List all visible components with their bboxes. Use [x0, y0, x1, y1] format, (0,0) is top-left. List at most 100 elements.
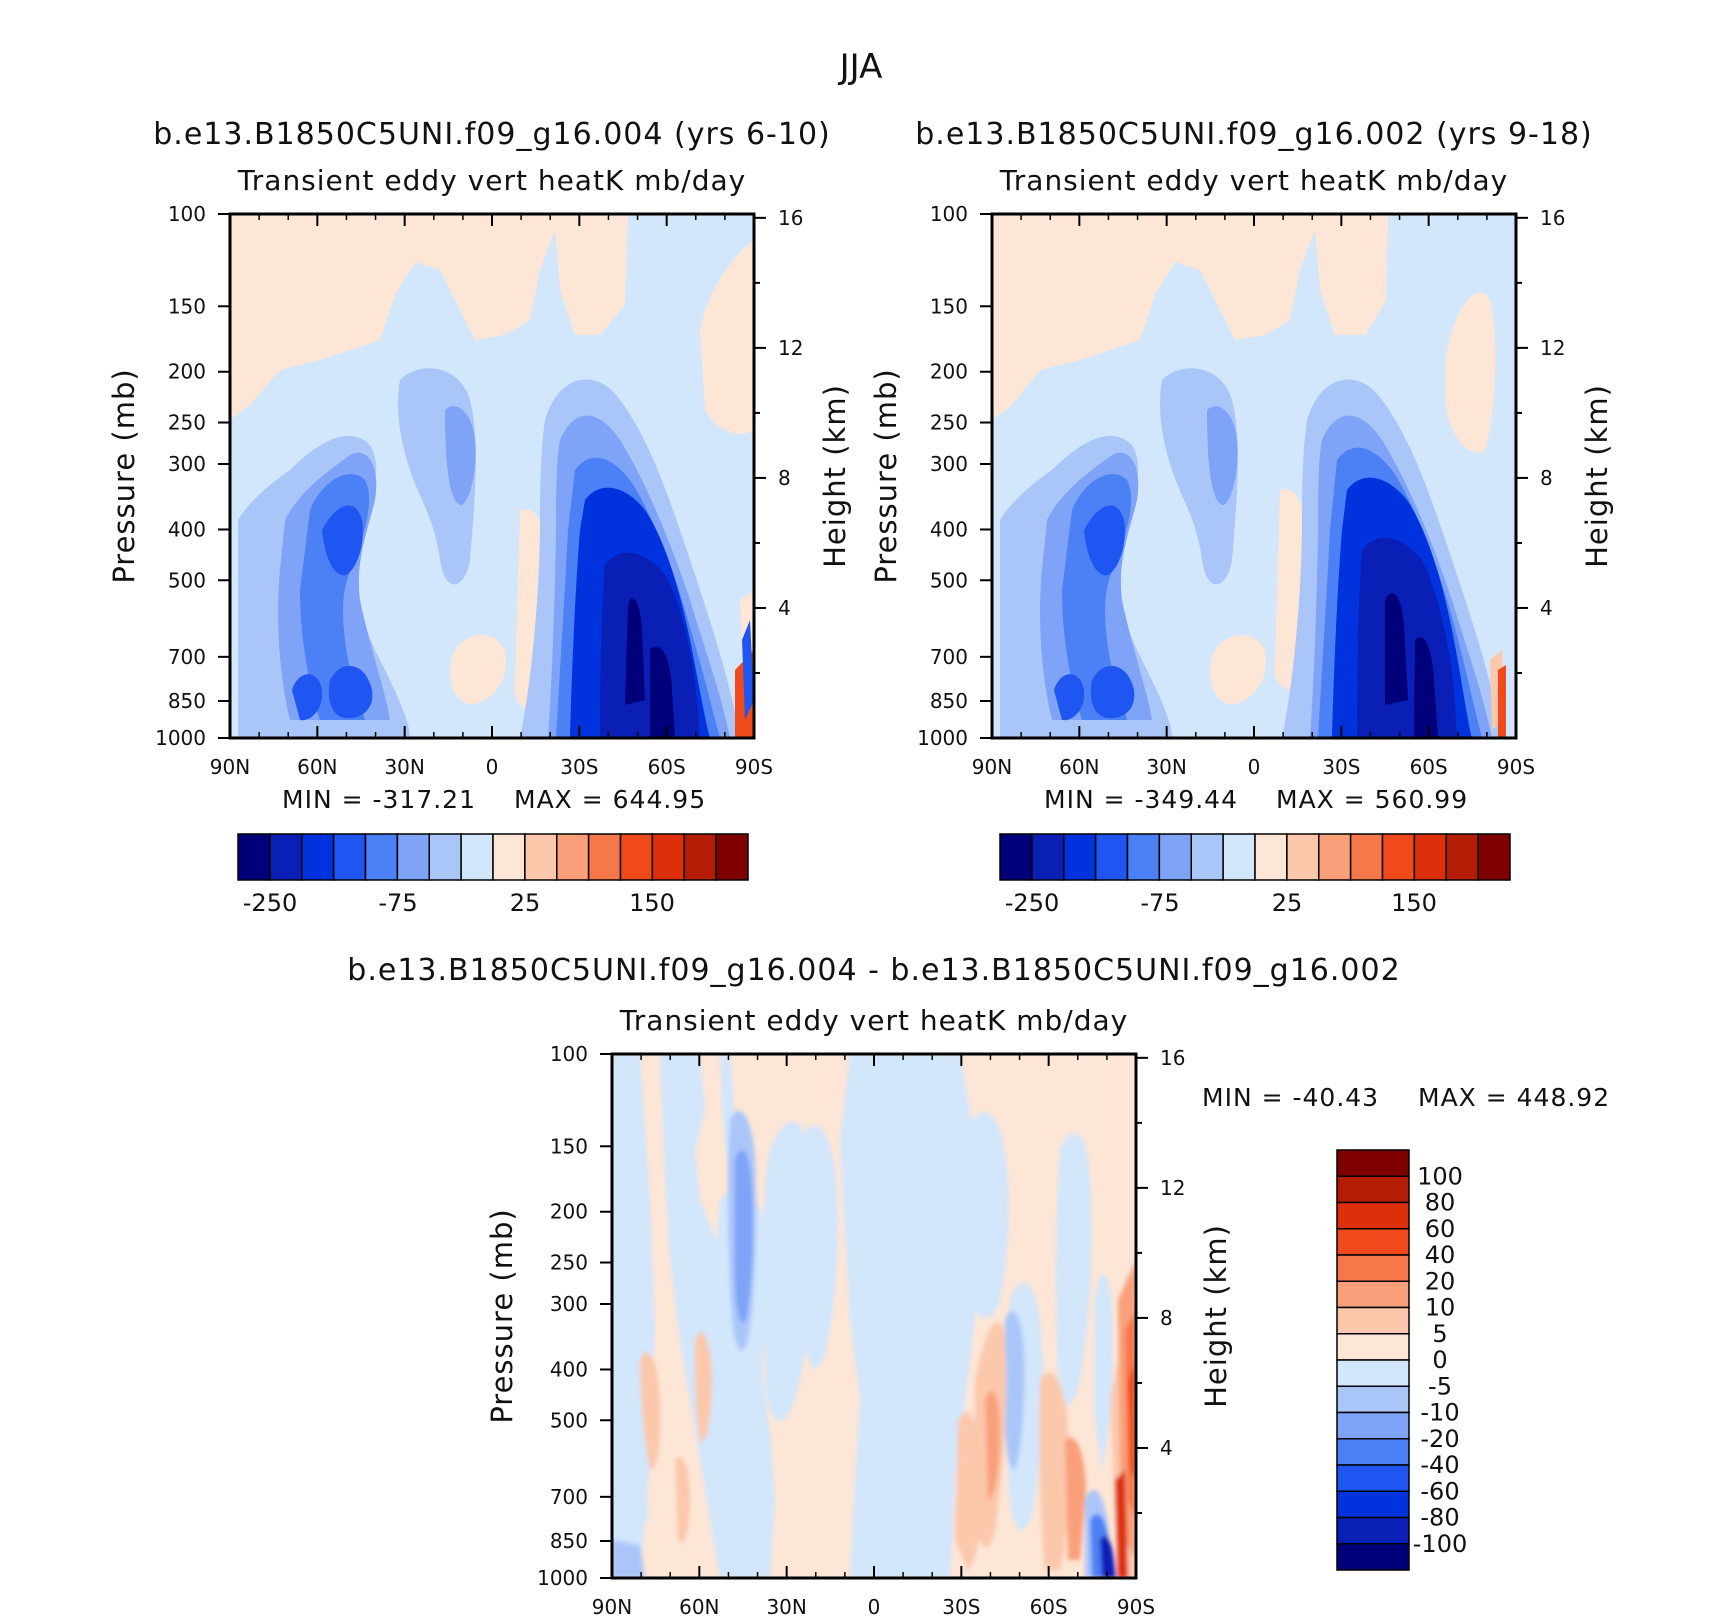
panel-3-contour-field: [612, 1054, 1136, 1578]
panel-3-y-tick-label: 300: [550, 1292, 588, 1316]
colorbar-swatch: [1413, 833, 1447, 881]
panel-2-colorbar-label: -250: [1005, 889, 1059, 917]
panel-3-colorbar-label: 0: [1432, 1346, 1447, 1374]
colorbar-swatch: [1094, 833, 1129, 881]
panel-3-y-label: Pressure (mb): [485, 1208, 519, 1423]
panel-3-x-tick-label: 30N: [766, 1595, 806, 1616]
panel-3-x-tick-label: 90N: [592, 1595, 632, 1616]
panel-3-y2-tick-label: 4: [1160, 1436, 1173, 1460]
panel-2-y2-tick-label: 12: [1540, 336, 1565, 360]
panel-3-colorbar-label: -10: [1420, 1399, 1459, 1427]
colorbar-swatch: [492, 833, 526, 881]
panel-2-x-tick-label: 0: [1248, 755, 1261, 779]
panel-3-colorbar-label: 100: [1417, 1162, 1463, 1190]
colorbar-swatch: [1336, 1254, 1410, 1282]
panel-1-y2-tick-label: 12: [778, 336, 803, 360]
colorbar-swatch: [1318, 833, 1352, 881]
panel-2-x-tick-label: 90S: [1497, 755, 1535, 779]
colorbar-swatch: [587, 833, 622, 881]
panel-3-colorbar-label: 10: [1425, 1294, 1456, 1322]
panel-2-y-tick-label: 850: [930, 689, 968, 713]
colorbar-swatch: [1336, 1516, 1410, 1545]
panel-2-y2-label: Height (km): [1580, 384, 1614, 568]
panel-1-y-tick-label: 100: [168, 202, 206, 226]
colorbar-swatch: [1336, 1228, 1410, 1256]
colorbar-swatch: [364, 833, 399, 881]
panel-2-y-tick-label: 100: [930, 202, 968, 226]
panel-3-colorbar-label: 60: [1425, 1215, 1456, 1243]
panel-2-y-tick-label: 500: [930, 568, 968, 592]
panel-2-x-tick-label: 60N: [1059, 755, 1099, 779]
colorbar-swatch: [428, 833, 462, 881]
panel-3-y2-label: Height (km): [1199, 1224, 1233, 1408]
colorbar-swatch: [332, 833, 367, 881]
panel-3-y-tick-label: 150: [550, 1134, 588, 1158]
colorbar-swatch: [1336, 1411, 1410, 1440]
colorbar-swatch: [999, 833, 1033, 881]
panel-1-colorbar: [237, 833, 749, 881]
colorbar-swatch: [1336, 1201, 1410, 1230]
colorbar-swatch: [1126, 833, 1161, 881]
panel-2-colorbar-label: -75: [1140, 889, 1179, 917]
panel-2-y-tick-label: 250: [930, 411, 968, 435]
colorbar-swatch: [396, 833, 430, 881]
colorbar-swatch: [619, 833, 654, 881]
panel-2-y2-tick-label: 4: [1540, 596, 1553, 620]
panel-1-y-tick-label: 1000: [155, 726, 206, 750]
panel-2-contour-field: [992, 214, 1516, 738]
colorbar-swatch: [269, 833, 303, 881]
panel-3-min-label: MIN = -40.43: [1202, 1083, 1379, 1112]
colorbar-swatch: [1336, 1438, 1410, 1466]
panel-2-y2-tick-label: 8: [1540, 466, 1553, 490]
panel-3-max-label: MAX = 448.92: [1418, 1083, 1610, 1112]
panel-2-y2-tick-label: 16: [1540, 206, 1565, 230]
panel-3-y-tick-label: 500: [550, 1408, 588, 1432]
panel-1-y-tick-label: 400: [168, 517, 206, 541]
colorbar-swatch: [460, 833, 494, 881]
panel-2-colorbar: [999, 833, 1511, 881]
colorbar-swatch: [237, 833, 271, 881]
colorbar-swatch: [1381, 833, 1416, 881]
panel-2-y-tick-label: 400: [930, 517, 968, 541]
panel-1-y-tick-label: 300: [168, 452, 206, 476]
panel-3-y-tick-label: 200: [550, 1200, 588, 1224]
panel-1-y-label: Pressure (mb): [107, 368, 141, 583]
panel-1-title: b.e13.B1850C5UNI.f09_g16.004 (yrs 6-10): [153, 117, 831, 152]
panel-1-y-tick-label: 700: [168, 645, 206, 669]
panel-3-colorbar-label: 80: [1425, 1189, 1456, 1217]
panel-1-x-tick-label: 30N: [384, 755, 424, 779]
panel-2-colorbar-labels: -250 -75 25 150: [1005, 889, 1437, 917]
panel-1-colorbar-label: -75: [378, 889, 417, 917]
panel-1-y2-label: Height (km): [818, 384, 852, 568]
panel-1-y-tick-label: 250: [168, 411, 206, 435]
panel-3-y-tick-label: 1000: [537, 1566, 588, 1590]
colorbar-swatch: [1445, 833, 1479, 881]
panel-3-colorbar: [1336, 1149, 1410, 1571]
colorbar-swatch: [1336, 1175, 1410, 1204]
panel-1: b.e13.B1850C5UNI.f09_g16.004 (yrs 6-10) …: [107, 117, 852, 917]
colorbar-swatch: [556, 833, 590, 881]
panel-2-y-tick-label: 300: [930, 452, 968, 476]
panel-3-x-tick-label: 60N: [679, 1595, 719, 1616]
panel-2-x-tick-label: 30N: [1146, 755, 1186, 779]
colorbar-swatch: [1158, 833, 1192, 881]
panel-1-y-tick-label: 850: [168, 689, 206, 713]
colorbar-swatch: [301, 833, 335, 881]
panel-1-x-tick-label: 30S: [560, 755, 598, 779]
colorbar-swatch: [683, 833, 717, 881]
colorbar-swatch: [1336, 1490, 1410, 1519]
panel-3-colorbar-label: -5: [1428, 1372, 1452, 1400]
panel-3-subtitle: Transient eddy vert heatK mb/day: [619, 1004, 1128, 1037]
panel-3-y-tick-label: 700: [550, 1485, 588, 1509]
colorbar-swatch: [1254, 833, 1288, 881]
colorbar-swatch: [1336, 1306, 1410, 1335]
panel-1-x-tick-label: 90S: [735, 755, 773, 779]
panel-1-x-tick-label: 60N: [297, 755, 337, 779]
panel-3-colorbar-label: -80: [1420, 1504, 1459, 1532]
panel-3-x-tick-label: 30S: [942, 1595, 980, 1616]
panel-3: b.e13.B1850C5UNI.f09_g16.004 - b.e13.B18…: [347, 953, 1610, 1616]
panel-2-y-tick-label: 150: [930, 294, 968, 318]
panel-1-min-label: MIN = -317.21: [282, 785, 476, 814]
